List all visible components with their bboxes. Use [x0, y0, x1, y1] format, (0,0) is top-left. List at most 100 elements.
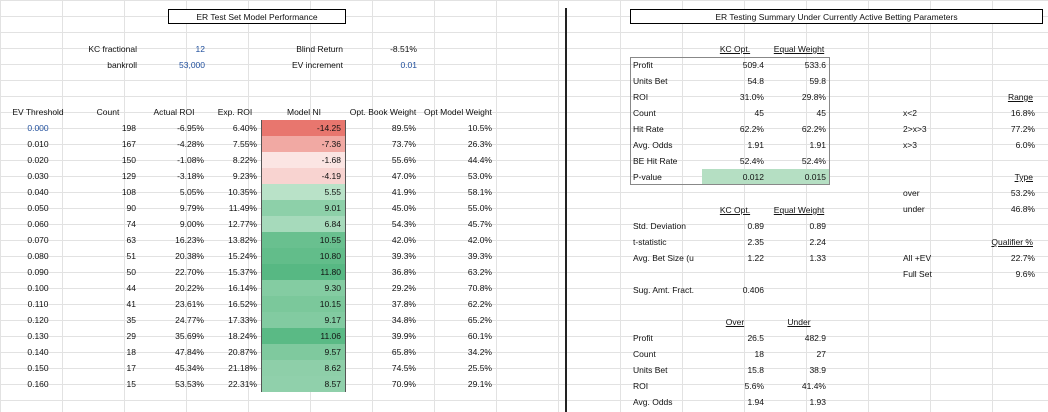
header-opt-model-weight: Opt Model Weight: [424, 107, 492, 117]
opt-model-weight-cell: 34.2%: [467, 347, 492, 357]
ev-threshold-cell: 0.110: [27, 299, 49, 309]
overunder-over-value: 15.8: [747, 365, 764, 375]
ev-threshold-cell: 0.160: [27, 379, 49, 389]
opt-model-weight-cell: 62.2%: [467, 299, 492, 309]
overunder-label: Profit: [633, 333, 653, 343]
opt-model-weight-cell: 39.3%: [467, 251, 492, 261]
qualifier-title: Qualifier %: [991, 237, 1033, 247]
ev-threshold-cell: 0.100: [27, 283, 49, 293]
actual-roi-cell: 9.79%: [179, 203, 204, 213]
ev-threshold-cell: 0.040: [27, 187, 49, 197]
stats-equal-value: 1.33: [809, 253, 826, 263]
sug-amt-value: 0.406: [742, 285, 764, 295]
exp-roi-cell: 17.33%: [208, 312, 262, 328]
ev-threshold-cell: 0.140: [27, 347, 49, 357]
opt-model-weight-cell: 44.4%: [467, 155, 492, 165]
summary-kc-value: 509.4: [742, 60, 764, 70]
opt-model-weight-cell: 45.7%: [467, 219, 492, 229]
count-cell: 129: [121, 171, 136, 181]
count-cell: 18: [126, 347, 136, 357]
exp-roi-cell: 7.55%: [208, 136, 262, 152]
summary-label: P-value: [633, 172, 662, 182]
opt-model-weight-cell: 42.0%: [467, 235, 492, 245]
exp-roi-cell: 13.82%: [208, 232, 262, 248]
opt-book-weight-cell: 70.9%: [391, 379, 416, 389]
model-ni-cell: 9.57: [262, 344, 346, 360]
model-ni-cell: 10.80: [262, 248, 346, 264]
model-ni-cell: 11.06: [262, 328, 346, 344]
type-title: Type: [1014, 172, 1033, 182]
summary-equal-value: 52.4%: [801, 156, 826, 166]
range-value: 77.2%: [1010, 124, 1035, 134]
overunder-under-value: 482.9: [804, 333, 826, 343]
summary-label: Avg. Odds: [633, 140, 673, 150]
actual-roi-cell: 23.61%: [175, 299, 204, 309]
ev-threshold-cell: 0.090: [27, 267, 49, 277]
model-ni-cell: -1.68: [262, 152, 346, 168]
summary-label: Hit Rate: [633, 124, 664, 134]
model-ni-cell: -4.19: [262, 168, 346, 184]
stats-equal-value: 2.24: [809, 237, 826, 247]
model-ni-cell: 10.15: [262, 296, 346, 312]
actual-roi-cell: 9.00%: [179, 219, 204, 229]
opt-book-weight-cell: 39.9%: [391, 331, 416, 341]
opt-model-weight-cell: 65.2%: [467, 315, 492, 325]
ev-threshold-cell: 0.080: [27, 251, 49, 261]
qualifier-value: 22.7%: [1010, 253, 1035, 263]
opt-book-weight-cell: 34.8%: [391, 315, 416, 325]
header-count: Count: [96, 107, 120, 117]
summary-label: BE Hit Rate: [633, 156, 678, 166]
count-cell: 90: [126, 203, 136, 213]
exp-roi-cell: 15.24%: [208, 248, 262, 264]
header-exp-roi: Exp. ROI: [217, 107, 253, 117]
overunder-over-value: 18: [754, 349, 764, 359]
overunder-over-value: 26.5: [747, 333, 764, 343]
opt-book-weight-cell: 55.6%: [391, 155, 416, 165]
summary-label: Profit: [633, 60, 653, 70]
count-cell: 108: [121, 187, 136, 197]
count-cell: 15: [126, 379, 136, 389]
summary-equal-value: 62.2%: [801, 124, 826, 134]
summary-kc-value: 1.91: [747, 140, 764, 150]
summary-label: Count: [633, 108, 656, 118]
actual-roi-cell: 16.23%: [175, 235, 204, 245]
ev-increment-value[interactable]: 0.01: [400, 60, 417, 70]
range-label: x>3: [903, 140, 917, 150]
right-title: ER Testing Summary Under Currently Activ…: [630, 9, 1043, 24]
opt-book-weight-cell: 39.3%: [391, 251, 416, 261]
ev-threshold-cell: 0.030: [27, 171, 49, 181]
opt-model-weight-cell: 60.1%: [467, 331, 492, 341]
model-ni-cell: 8.57: [262, 376, 346, 392]
overunder-under-value: 41.4%: [801, 381, 826, 391]
exp-roi-cell: 11.49%: [208, 200, 262, 216]
exp-roi-cell: 15.37%: [208, 264, 262, 280]
exp-roi-cell: 20.87%: [208, 344, 262, 360]
stats-equal-value: 0.89: [809, 221, 826, 231]
actual-roi-cell: 35.69%: [175, 331, 204, 341]
model-ni-cell: -7.36: [262, 136, 346, 152]
header-actual-roi: Actual ROI: [153, 107, 195, 117]
model-ni-cell: 9.30: [262, 280, 346, 296]
opt-model-weight-cell: 29.1%: [467, 379, 492, 389]
overunder-col-under: Under: [787, 317, 811, 327]
actual-roi-cell: 20.22%: [175, 283, 204, 293]
summary-kc-value: 54.8: [747, 76, 764, 86]
kc-value[interactable]: 12: [195, 44, 205, 54]
count-cell: 63: [126, 235, 136, 245]
opt-model-weight-cell: 53.0%: [467, 171, 492, 181]
ev-threshold-cell: 0.060: [27, 219, 49, 229]
blind-return-value: -8.51%: [390, 44, 417, 54]
count-cell: 167: [121, 139, 136, 149]
bankroll-value[interactable]: 53,000: [179, 60, 205, 70]
opt-book-weight-cell: 74.5%: [391, 363, 416, 373]
actual-roi-cell: -3.18%: [177, 171, 204, 181]
model-ni-cell: 6.84: [262, 216, 346, 232]
opt-book-weight-cell: 42.0%: [391, 235, 416, 245]
opt-model-weight-cell: 55.0%: [467, 203, 492, 213]
range-value: 6.0%: [1015, 140, 1035, 150]
overunder-label: Count: [633, 349, 656, 359]
exp-roi-cell: 16.52%: [208, 296, 262, 312]
opt-book-weight-cell: 29.2%: [391, 283, 416, 293]
overunder-under-value: 27: [816, 349, 826, 359]
